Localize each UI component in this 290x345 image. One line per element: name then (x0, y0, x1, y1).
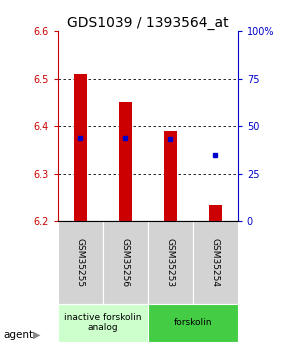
Bar (74, 74, 87, 221)
Title: GDS1039 / 1393564_at: GDS1039 / 1393564_at (67, 16, 229, 30)
Text: GSM35255: GSM35255 (76, 238, 85, 287)
Text: inactive forskolin
analog: inactive forskolin analog (64, 313, 142, 332)
Bar (119, 102, 132, 221)
Bar (148, 304, 238, 342)
Bar (148, 221, 193, 304)
Bar (193, 221, 238, 304)
Text: GSM35253: GSM35253 (166, 238, 175, 287)
Bar (58, 304, 148, 342)
Text: forskolin: forskolin (174, 318, 212, 327)
Bar (164, 131, 177, 221)
Text: agent: agent (3, 330, 33, 339)
Text: GSM35254: GSM35254 (211, 238, 220, 287)
Text: ▶: ▶ (33, 330, 41, 339)
Bar (209, 205, 222, 221)
Bar (58, 221, 103, 304)
Text: GSM35256: GSM35256 (121, 238, 130, 287)
Bar (103, 221, 148, 304)
